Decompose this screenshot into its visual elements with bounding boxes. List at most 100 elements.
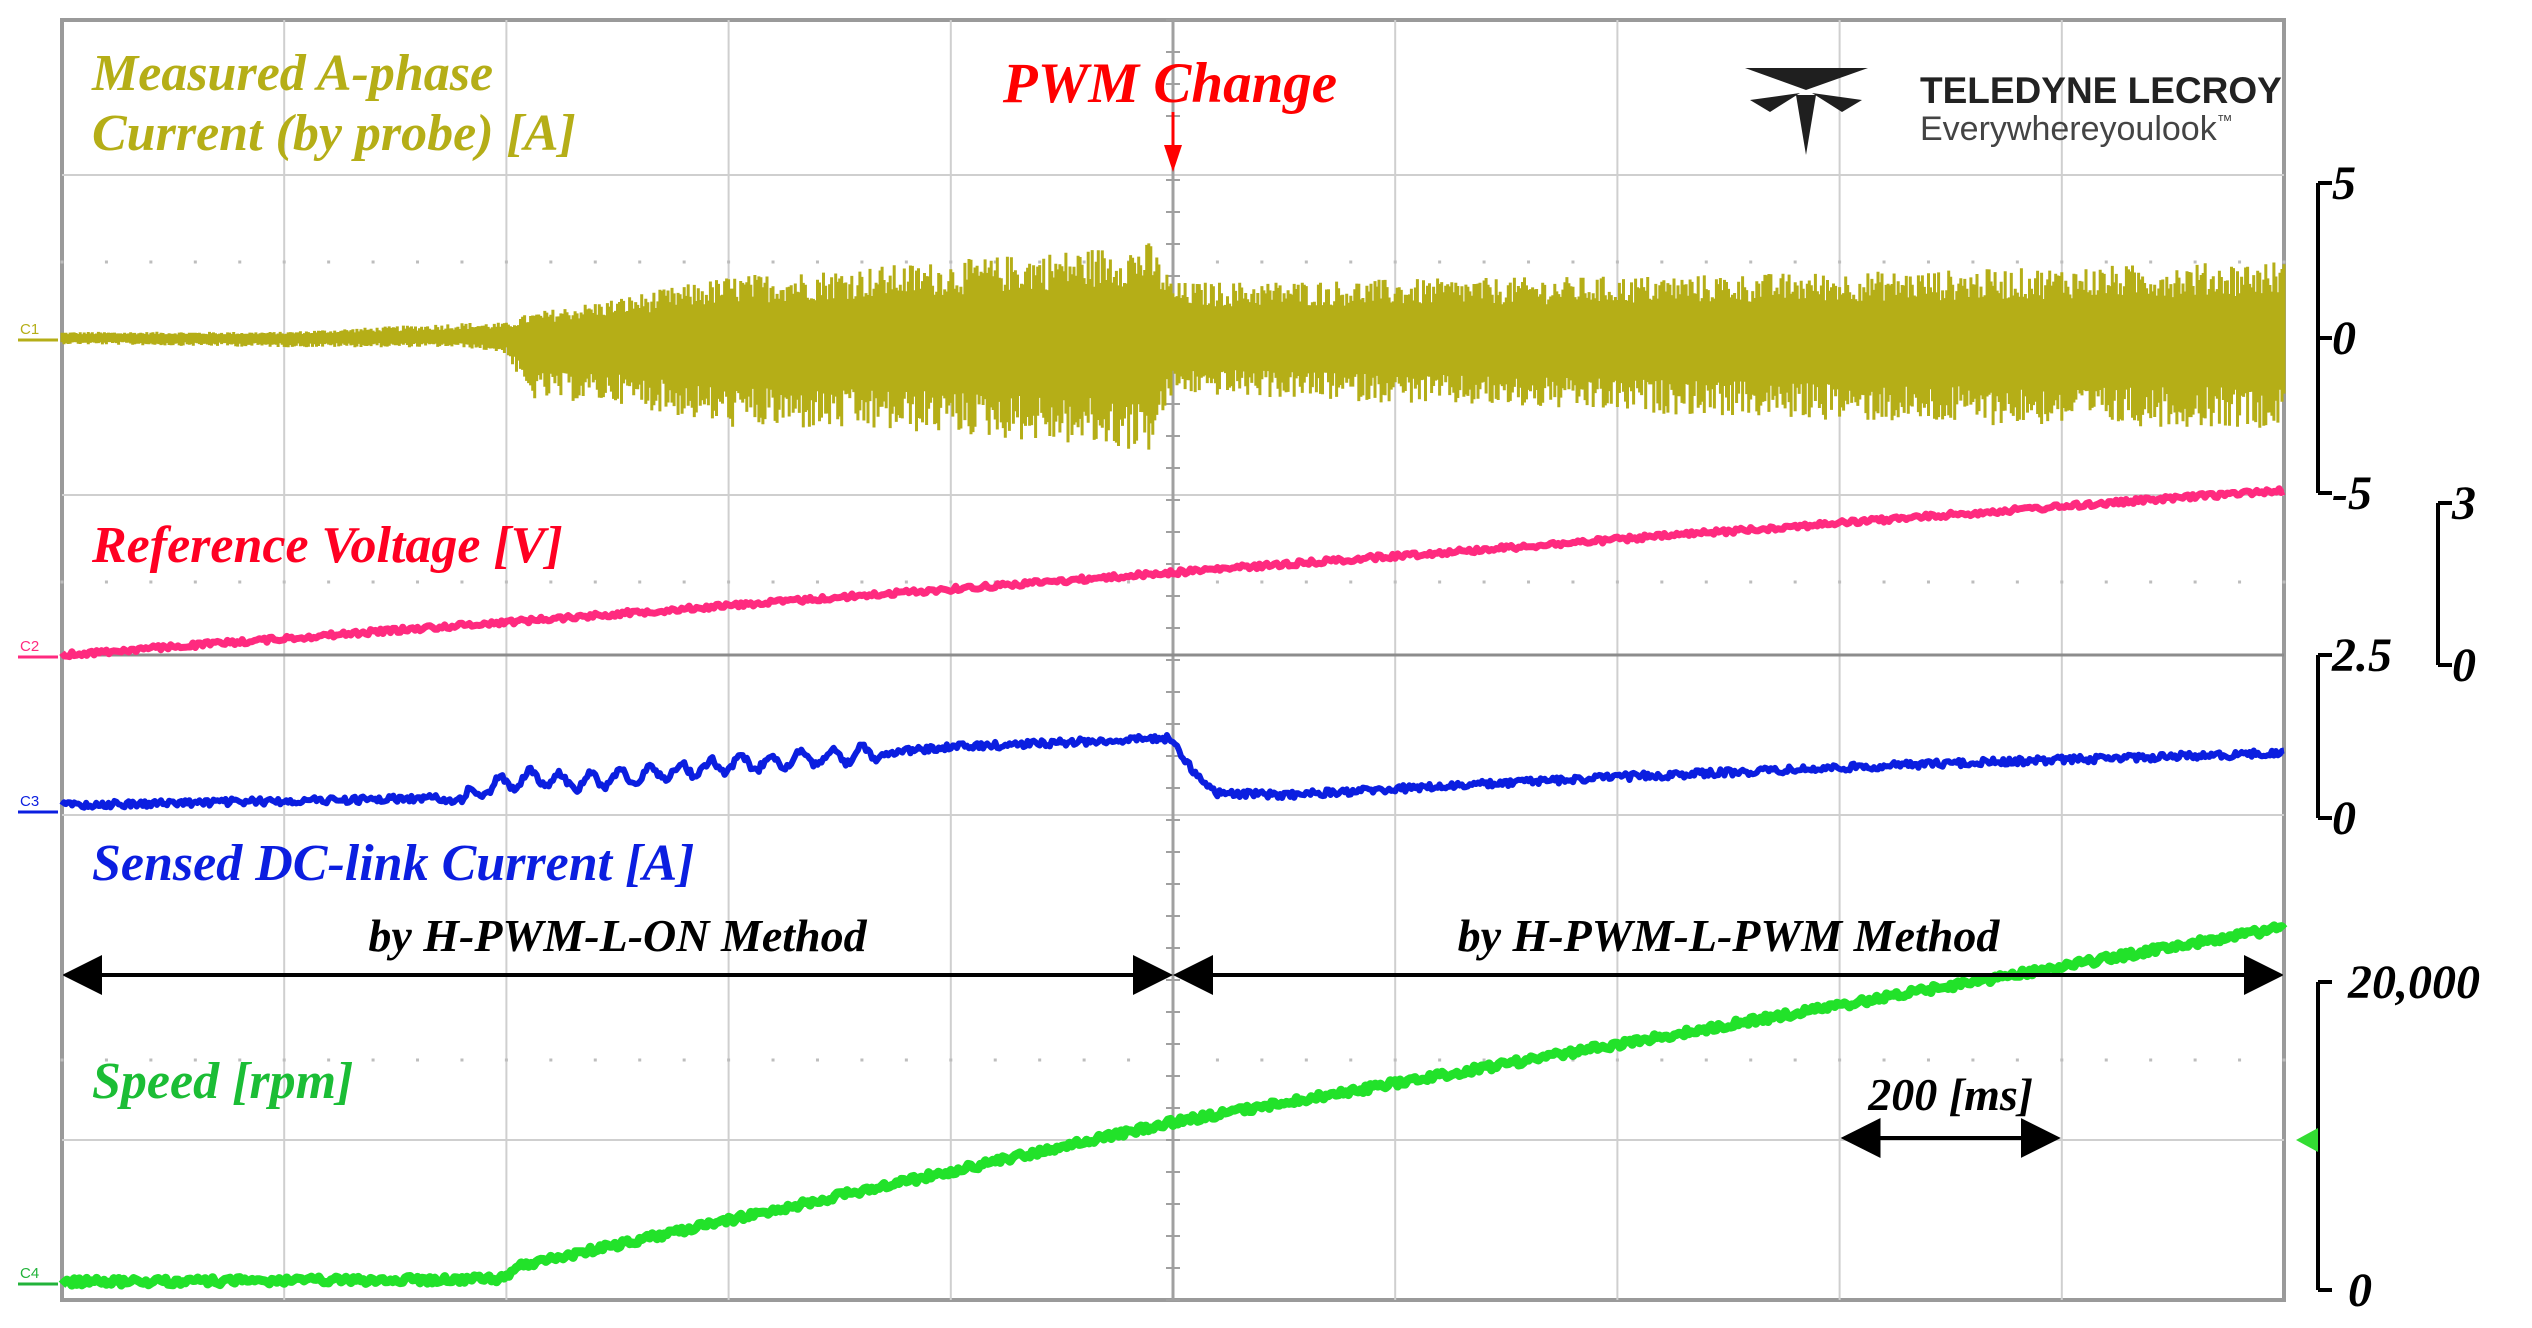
channel-marker-c2: C2 xyxy=(20,638,39,655)
grid-dot xyxy=(1749,580,1753,584)
grid-dot xyxy=(949,580,953,584)
grid-dot xyxy=(860,1058,864,1062)
grid-dot xyxy=(1749,1058,1753,1062)
grid-dot xyxy=(949,260,953,264)
grid-dot xyxy=(1793,580,1797,584)
grid-dot xyxy=(815,580,819,584)
grid-dot xyxy=(1304,260,1308,264)
grid-dot xyxy=(238,580,242,584)
grid-dot xyxy=(504,580,508,584)
grid-dot xyxy=(1393,260,1397,264)
grid-dot xyxy=(1838,1058,1842,1062)
grid-dot xyxy=(193,260,197,264)
trigger-level-marker xyxy=(2296,1128,2318,1152)
grid-dot xyxy=(638,260,642,264)
grid-dot xyxy=(593,580,597,584)
grid-dot xyxy=(1038,1058,1042,1062)
time-scale-bar: 200 [ms] xyxy=(1840,1069,2061,1158)
grid-dot xyxy=(1438,260,1442,264)
grid-dot xyxy=(460,580,464,584)
grid-dot xyxy=(904,260,908,264)
scale-tick-label: 0 xyxy=(2452,639,2476,692)
grid-dot xyxy=(1349,580,1353,584)
channel-c2-label: Reference Voltage [V] xyxy=(91,517,563,574)
grid-dot xyxy=(149,580,153,584)
scale-c2: 30 xyxy=(2436,477,2476,692)
grid-dot xyxy=(2015,260,2019,264)
scale-tick-label: -5 xyxy=(2332,467,2372,520)
grid-dot xyxy=(1304,580,1308,584)
grid-dot xyxy=(1082,260,1086,264)
grid-dot xyxy=(2282,260,2286,264)
grid-dot xyxy=(2104,580,2108,584)
method-label-1: by H-PWM-L-ON Method xyxy=(368,910,867,961)
grid-dot xyxy=(1615,1058,1619,1062)
grid-dot xyxy=(682,1058,686,1062)
pwm-change-arrow xyxy=(1164,112,1182,172)
grid-dot xyxy=(727,260,731,264)
grid-dot xyxy=(771,580,775,584)
svg-text:TELEDYNE LECROY: TELEDYNE LECROY xyxy=(1920,70,2282,111)
channel-marker-c3: C3 xyxy=(20,793,39,810)
grid-dot xyxy=(549,1058,553,1062)
grid-dot xyxy=(1260,260,1264,264)
grid-dot xyxy=(1704,580,1708,584)
grid-dot xyxy=(860,580,864,584)
grid-dot xyxy=(2193,260,2197,264)
grid-dot xyxy=(904,580,908,584)
method-label-2: by H-PWM-L-PWM Method xyxy=(1458,910,2001,961)
grid-dot xyxy=(2015,1058,2019,1062)
channel-marker-c1: C1 xyxy=(20,321,39,338)
grid-dot xyxy=(815,1058,819,1062)
grid-dot xyxy=(2149,1058,2153,1062)
grid-dot xyxy=(1127,580,1131,584)
grid-dot xyxy=(1838,580,1842,584)
grid-dot xyxy=(1571,1058,1575,1062)
grid-dot xyxy=(193,1058,197,1062)
grid-dot xyxy=(1527,260,1531,264)
grid-dot xyxy=(593,1058,597,1062)
grid-dot xyxy=(282,260,286,264)
grid-dot xyxy=(727,580,731,584)
grid-dot xyxy=(1482,260,1486,264)
scale-tick-label: 5 xyxy=(2332,157,2356,210)
brand-logo-icon xyxy=(1745,68,1868,90)
grid-dot xyxy=(1882,1058,1886,1062)
scale-tick-label: 20,000 xyxy=(2347,956,2480,1009)
grid-dot xyxy=(593,260,597,264)
grid-dot xyxy=(1926,580,1930,584)
grid-dot xyxy=(2015,580,2019,584)
grid-dot xyxy=(1571,580,1575,584)
grid-dot xyxy=(682,580,686,584)
grid-dot xyxy=(282,580,286,584)
trace-c2-reference-voltage xyxy=(59,485,2286,661)
grid-dot xyxy=(371,260,375,264)
grid-dot xyxy=(1393,580,1397,584)
grid-dot xyxy=(1260,1058,1264,1062)
scale-c3: 2.50 xyxy=(2316,629,2392,845)
grid-dot xyxy=(549,580,553,584)
grid-dot xyxy=(993,260,997,264)
grid-dot xyxy=(282,1058,286,1062)
grid-dot xyxy=(2282,580,2286,584)
pwm-change-label: PWM Change xyxy=(1002,52,1337,115)
grid-dot xyxy=(60,260,64,264)
grid-dot xyxy=(149,260,153,264)
grid-dot xyxy=(104,1058,108,1062)
grid-dot xyxy=(771,1058,775,1062)
right-scales: 50-5 30 2.50 20,000 0 xyxy=(2316,157,2480,1317)
grid-dot xyxy=(549,260,553,264)
grid-dot xyxy=(1971,1058,1975,1062)
channel-marker-c4: C4 xyxy=(20,1265,39,1282)
grid-dot xyxy=(238,1058,242,1062)
scale-tick-label: 3 xyxy=(2451,477,2476,530)
brand-tagline: Everywhereyoulook xyxy=(1920,110,2218,148)
grid-dot xyxy=(416,260,420,264)
grid-dot xyxy=(2060,1058,2064,1062)
channel-c3-label: Sensed DC-link Current [A] xyxy=(92,835,694,892)
grid-dot xyxy=(1215,1058,1219,1062)
scale-c1: 5 0 -5 xyxy=(2316,157,2372,520)
grid-dot xyxy=(1615,260,1619,264)
grid-dot xyxy=(504,260,508,264)
